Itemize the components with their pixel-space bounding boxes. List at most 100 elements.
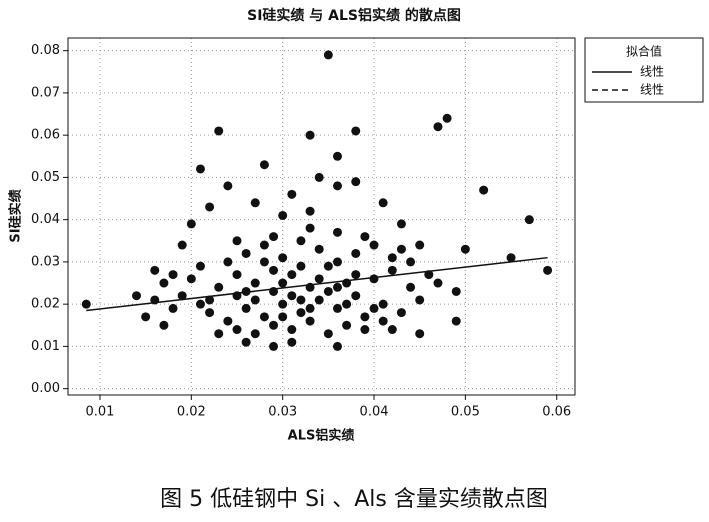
- point: [387, 265, 397, 275]
- point: [205, 202, 215, 212]
- point: [332, 303, 342, 313]
- point: [332, 257, 342, 267]
- point: [323, 261, 333, 271]
- point: [314, 172, 324, 182]
- point: [159, 320, 169, 330]
- point: [195, 261, 205, 271]
- point: [168, 303, 178, 313]
- point: [433, 122, 443, 132]
- point: [424, 270, 434, 280]
- x-tick-label: 0.03: [268, 405, 297, 420]
- point: [351, 248, 361, 258]
- point: [314, 295, 324, 305]
- point: [360, 312, 370, 322]
- point: [351, 126, 361, 136]
- point: [296, 295, 306, 305]
- point: [406, 282, 416, 292]
- y-tick-label: 0.04: [31, 212, 60, 227]
- point: [278, 253, 288, 263]
- point: [396, 244, 406, 254]
- x-axis-label: ALS铝实绩: [288, 428, 355, 444]
- point: [141, 312, 151, 322]
- point: [296, 261, 306, 271]
- point: [205, 295, 215, 305]
- point: [305, 303, 315, 313]
- plot-frame: [67, 37, 576, 396]
- point: [168, 270, 178, 280]
- point: [360, 232, 370, 242]
- point: [332, 341, 342, 351]
- point: [177, 291, 187, 301]
- point: [332, 181, 342, 191]
- point: [259, 312, 269, 322]
- point: [296, 308, 306, 318]
- point: [314, 274, 324, 284]
- point: [232, 236, 242, 246]
- point: [415, 329, 425, 339]
- point: [132, 291, 142, 301]
- point: [214, 126, 224, 136]
- point: [415, 240, 425, 250]
- point: [269, 232, 279, 242]
- chart-title: SI硅实绩 与 ALS铝实绩 的散点图: [247, 7, 461, 24]
- point: [323, 286, 333, 296]
- point: [369, 303, 379, 313]
- point: [396, 308, 406, 318]
- point: [342, 299, 352, 309]
- point: [259, 257, 269, 267]
- y-tick-label: 0.06: [31, 128, 60, 143]
- legend-label: 线性: [640, 83, 664, 97]
- point: [250, 198, 260, 208]
- x-tick-label: 0.05: [451, 405, 480, 420]
- point: [305, 130, 315, 140]
- x-tick-label: 0.02: [177, 405, 206, 420]
- point: [406, 257, 416, 267]
- point: [278, 210, 288, 220]
- point: [378, 198, 388, 208]
- point: [524, 215, 534, 225]
- point: [378, 299, 388, 309]
- point: [323, 329, 333, 339]
- point: [332, 227, 342, 237]
- point: [460, 244, 470, 254]
- point: [360, 325, 370, 335]
- legend-box: [584, 37, 704, 103]
- point: [278, 278, 288, 288]
- point: [278, 312, 288, 322]
- point: [543, 265, 553, 275]
- point: [232, 270, 242, 280]
- point: [287, 325, 297, 335]
- point: [241, 303, 251, 313]
- point: [232, 325, 242, 335]
- x-tick-label: 0.04: [360, 405, 389, 420]
- y-tick-label: 0.01: [31, 339, 60, 354]
- point: [250, 295, 260, 305]
- point: [433, 278, 443, 288]
- point: [195, 164, 205, 174]
- point: [287, 270, 297, 280]
- point: [369, 240, 379, 250]
- point: [177, 240, 187, 250]
- point: [351, 291, 361, 301]
- point: [205, 308, 215, 318]
- y-tick-label: 0.08: [31, 43, 60, 58]
- legend-label: 线性: [640, 65, 664, 79]
- point: [387, 325, 397, 335]
- y-axis-label: SI硅实绩: [8, 189, 24, 242]
- point: [259, 240, 269, 250]
- point: [250, 329, 260, 339]
- point: [296, 236, 306, 246]
- x-tick-label: 0.06: [542, 405, 571, 420]
- point: [479, 185, 489, 195]
- point: [259, 160, 269, 170]
- y-tick-label: 0.02: [31, 297, 60, 312]
- point: [186, 274, 196, 284]
- y-tick-label: 0.03: [31, 254, 60, 269]
- point: [81, 299, 91, 309]
- point: [287, 189, 297, 199]
- point: [305, 316, 315, 326]
- point: [451, 316, 461, 326]
- point: [278, 299, 288, 309]
- point: [269, 341, 279, 351]
- point: [442, 113, 452, 123]
